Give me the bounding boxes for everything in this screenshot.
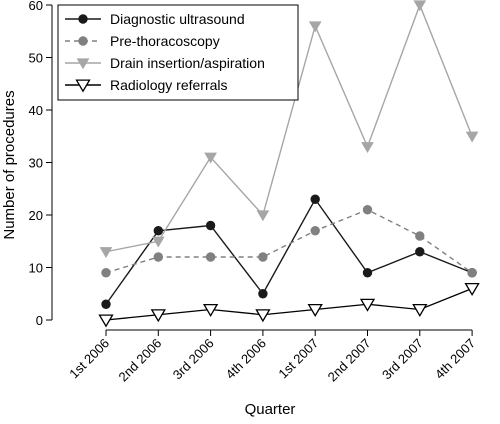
data-point — [465, 131, 479, 143]
data-point — [98, 314, 114, 328]
data-point — [151, 236, 165, 248]
data-point — [362, 205, 373, 215]
series-3 — [98, 282, 480, 328]
x-tick-label: 2nd 2007 — [325, 336, 374, 385]
data-point — [415, 247, 425, 257]
data-point — [412, 303, 428, 317]
series-layer — [98, 0, 480, 328]
data-point — [150, 309, 166, 323]
legend-marker — [78, 14, 88, 24]
legend-marker — [75, 79, 91, 93]
data-point — [153, 252, 164, 262]
data-point — [362, 268, 373, 278]
legend: Diagnostic ultrasound Pre-thoracoscopy Dra… — [57, 4, 299, 101]
legend-box — [57, 4, 299, 101]
x-tick-label: 4th 2006 — [223, 336, 269, 382]
x-tick-label: 4th 2007 — [432, 336, 478, 382]
data-point — [258, 252, 268, 262]
data-point — [415, 231, 425, 241]
x-tick-label: 3rd 2007 — [379, 336, 426, 383]
x-tick-label: 1st 2007 — [275, 336, 321, 382]
y-tick-label: 0 — [36, 313, 43, 328]
y-tick-label: 10 — [29, 261, 43, 276]
data-point — [101, 299, 111, 309]
y-tick-label: 20 — [29, 208, 43, 223]
data-point — [464, 282, 480, 296]
legend-label: Pre-thoracoscopy — [110, 33, 220, 49]
y-tick-label: 50 — [29, 51, 43, 66]
data-point — [310, 194, 320, 204]
data-point — [101, 268, 111, 278]
x-tick-label: 2nd 2006 — [115, 336, 164, 385]
series-line — [105, 3, 473, 253]
series-line — [105, 287, 473, 321]
y-tick-label: 40 — [29, 103, 43, 118]
data-point — [467, 268, 477, 278]
series-line — [105, 208, 473, 274]
x-tick-label: 1st 2006 — [66, 336, 112, 382]
series-1 — [101, 205, 477, 278]
legend-label: Diagnostic ultrasound — [110, 11, 245, 27]
data-point — [361, 142, 374, 153]
data-point — [205, 252, 216, 262]
series-0 — [101, 194, 477, 309]
data-point — [204, 152, 217, 164]
legend-label: Radiology referrals — [110, 77, 228, 93]
data-point — [202, 303, 219, 317]
data-point — [307, 303, 323, 317]
data-point — [205, 220, 216, 231]
legend-label: Drain insertion/aspiration — [110, 55, 265, 71]
data-point — [258, 289, 268, 299]
data-point — [310, 226, 320, 236]
x-axis-title: Quarter — [245, 401, 296, 418]
y-tick-label: 30 — [29, 156, 43, 171]
y-tick-label: 60 — [29, 0, 43, 13]
data-point — [255, 309, 271, 323]
legend-marker — [76, 58, 90, 70]
y-axis-title: Number of procedures — [1, 90, 18, 239]
data-point — [256, 210, 270, 222]
data-point — [308, 21, 322, 33]
data-point — [359, 298, 376, 312]
legend-marker — [78, 36, 88, 46]
x-tick-label: 3rd 2006 — [170, 336, 217, 383]
series-line — [105, 197, 473, 305]
data-point — [99, 247, 113, 258]
series-2 — [99, 0, 479, 258]
data-point — [153, 226, 164, 236]
data-point — [413, 0, 427, 12]
